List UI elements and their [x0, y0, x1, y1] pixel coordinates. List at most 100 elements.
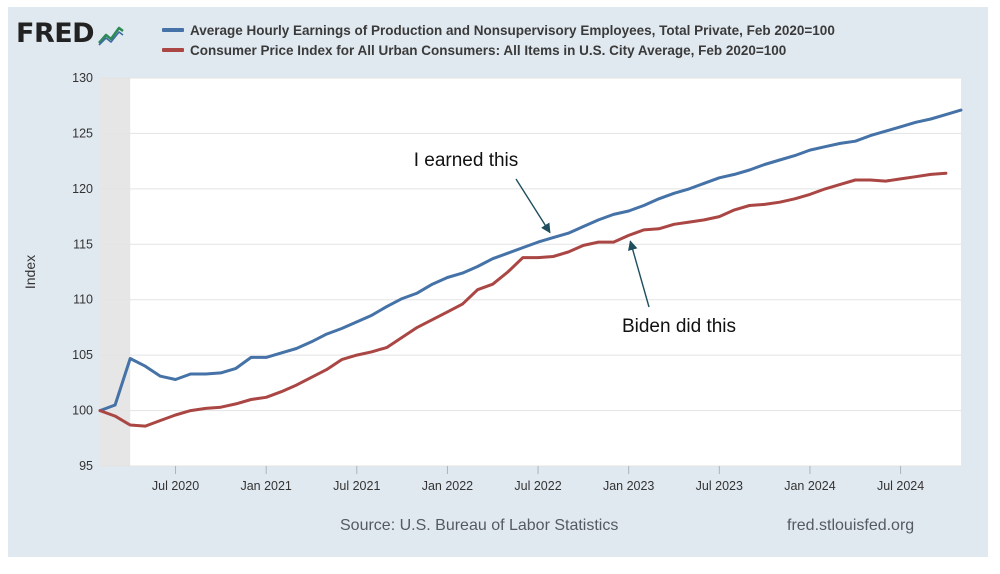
data-point-earnings [869, 134, 872, 137]
data-point-earnings [370, 314, 374, 317]
data-point-earnings [748, 168, 751, 172]
data-point-earnings [219, 371, 223, 375]
data-point-earnings [793, 154, 797, 157]
data-point-earnings [778, 158, 781, 162]
data-point-earnings [355, 320, 358, 324]
data-point-earnings [582, 225, 585, 228]
data-point-earnings [657, 197, 661, 201]
data-point-earnings [718, 176, 721, 179]
data-point-earnings [944, 113, 948, 116]
data-point-earnings [597, 218, 600, 222]
y-tick-label: 110 [73, 293, 93, 307]
x-tick-label: Jul 2020 [152, 479, 199, 493]
data-point-cpi [431, 318, 434, 321]
data-point-cpi [763, 203, 766, 206]
data-point-earnings [204, 372, 207, 376]
data-point-cpi [703, 218, 706, 222]
data-point-earnings [264, 356, 268, 359]
data-point-earnings [929, 117, 932, 121]
data-point-earnings [400, 297, 404, 300]
data-point-earnings [823, 145, 827, 148]
data-point-cpi [310, 376, 313, 379]
data-point-cpi [869, 178, 872, 182]
data-point-cpi [687, 220, 691, 224]
legend-item-cpi[interactable]: Consumer Price Index for All Urban Consu… [162, 40, 835, 60]
x-tick-label: Jul 2022 [514, 479, 561, 493]
data-point-earnings [340, 327, 343, 330]
data-point-cpi [551, 255, 555, 258]
x-tick-label: Jul 2024 [877, 479, 924, 493]
data-point-earnings [249, 356, 253, 359]
x-tick-label: Jan 2023 [603, 479, 654, 493]
data-point-cpi [476, 288, 479, 291]
data-point-earnings [612, 213, 615, 216]
data-point-earnings [808, 148, 812, 152]
data-point-cpi [491, 282, 494, 286]
y-tick-label: 115 [73, 237, 93, 251]
data-point-cpi [612, 240, 615, 244]
data-point-cpi [823, 187, 827, 191]
x-tick-label: Jan 2021 [240, 479, 291, 493]
data-point-cpi [189, 409, 192, 412]
data-point-cpi [536, 256, 540, 259]
plot-area [100, 78, 961, 466]
data-point-cpi [597, 240, 600, 244]
data-point-earnings [884, 130, 887, 133]
data-point-cpi [219, 406, 223, 409]
data-point-cpi [718, 215, 721, 218]
data-point-earnings [325, 332, 328, 336]
data-point-earnings [461, 271, 464, 275]
data-point-cpi [567, 250, 570, 254]
data-point-cpi [280, 390, 283, 393]
data-point-cpi [642, 228, 645, 232]
legend-swatch-cpi [162, 48, 184, 52]
data-point-cpi [793, 197, 797, 201]
fred-logo[interactable]: FRED [16, 18, 126, 49]
y-tick-label: 120 [72, 182, 93, 196]
data-point-cpi [446, 310, 449, 314]
legend-item-earnings[interactable]: Average Hourly Earnings of Production an… [162, 20, 835, 40]
data-point-earnings [551, 236, 555, 239]
data-point-cpi [506, 270, 510, 274]
source-note: Source: U.S. Bureau of Labor Statistics [340, 517, 619, 534]
chart-line-icon [97, 21, 126, 46]
data-point-earnings [144, 365, 147, 368]
data-point-earnings [491, 257, 494, 260]
x-tick-label: Jul 2023 [696, 479, 743, 493]
annotation-earned-text: I earned this [414, 150, 519, 171]
data-point-earnings [310, 340, 313, 344]
data-point-cpi [385, 346, 389, 349]
site-link[interactable]: fred.stlouisfed.org [787, 517, 915, 534]
data-point-cpi [914, 175, 917, 178]
data-point-earnings [385, 305, 389, 308]
data-point-earnings [521, 246, 525, 249]
data-point-earnings [703, 182, 706, 185]
x-tick-label: Jan 2024 [784, 479, 835, 493]
x-tick-label: Jan 2022 [422, 479, 473, 493]
data-point-cpi [778, 200, 781, 204]
data-point-cpi [340, 358, 343, 361]
data-point-cpi [582, 244, 585, 247]
annotation-biden-text: Biden did this [622, 316, 736, 337]
logo-text: FRED [16, 18, 95, 49]
data-point-earnings [838, 142, 842, 145]
data-point-earnings [431, 282, 434, 286]
y-tick-label: 105 [72, 348, 93, 362]
data-point-cpi [657, 227, 661, 230]
data-point-cpi [325, 368, 328, 371]
data-point-earnings [914, 121, 917, 124]
data-point-cpi [174, 413, 177, 417]
data-point-earnings [959, 108, 963, 112]
data-point-cpi [234, 402, 238, 406]
annotation-earned-arrow [515, 178, 551, 234]
data-point-cpi [944, 172, 948, 175]
data-point-earnings [627, 209, 630, 213]
data-point-earnings [687, 187, 691, 191]
data-point-earnings [854, 139, 857, 143]
legend-label-earnings: Average Hourly Earnings of Production an… [190, 22, 835, 38]
data-point-earnings [129, 357, 132, 360]
x-tick-label: Jul 2021 [333, 479, 380, 493]
data-point-cpi [929, 173, 932, 176]
data-point-earnings [476, 265, 479, 268]
